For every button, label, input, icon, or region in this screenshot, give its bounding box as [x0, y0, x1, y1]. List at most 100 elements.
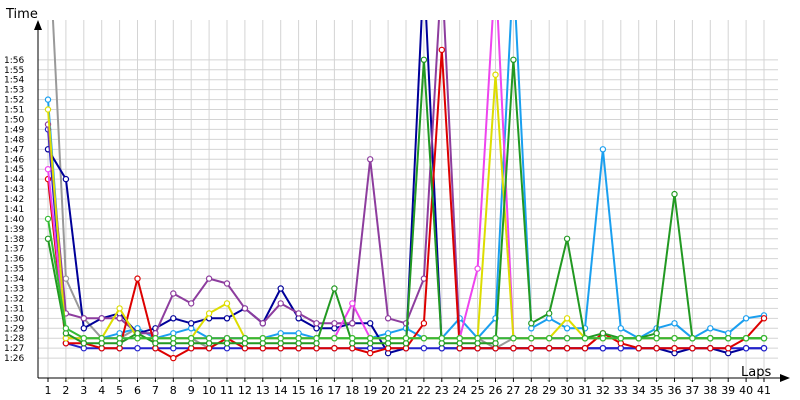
data-point	[707, 345, 714, 352]
data-point	[581, 335, 589, 342]
data-point	[80, 335, 88, 342]
x-tick-label: 3	[80, 384, 87, 397]
data-point	[80, 315, 88, 322]
data-point	[331, 345, 338, 352]
data-point	[116, 335, 123, 342]
data-point	[277, 335, 284, 342]
data-point	[402, 335, 410, 342]
y-tick-label: 1:55	[4, 66, 24, 76]
y-tick-label: 1:38	[4, 235, 24, 245]
x-tick-label: 18	[345, 384, 359, 397]
data-point	[689, 345, 696, 352]
y-tick-label: 1:53	[4, 86, 24, 96]
data-point	[187, 335, 195, 342]
axes	[34, 20, 790, 382]
y-tick-label: 1:45	[4, 165, 24, 175]
y-tick-label: 1:50	[4, 115, 24, 125]
data-point	[420, 345, 428, 352]
data-point	[170, 290, 177, 297]
y-tick-label: 1:54	[4, 76, 24, 86]
x-tick-label: 7	[152, 384, 159, 397]
data-point	[689, 335, 696, 342]
x-tick-label: 10	[202, 384, 216, 397]
data-point	[44, 235, 52, 242]
data-point	[492, 71, 499, 78]
y-axis-title: Time	[5, 7, 38, 22]
data-point	[492, 335, 499, 342]
x-tick-label: 36	[668, 384, 682, 397]
data-point	[420, 56, 428, 64]
data-point	[510, 335, 517, 342]
data-point	[259, 320, 266, 327]
y-tick-label: 1:43	[4, 185, 24, 195]
y-tick-label: 1:51	[4, 106, 24, 116]
data-point	[474, 335, 481, 342]
data-point	[44, 165, 52, 173]
data-point	[563, 335, 571, 342]
y-tick-label: 1:28	[4, 334, 24, 344]
x-tick-label: 29	[542, 384, 556, 397]
data-point	[742, 335, 750, 342]
x-tick-label: 8	[170, 384, 177, 397]
y-tick-label: 1:30	[4, 314, 24, 324]
data-point	[707, 335, 714, 342]
x-axis-arrow	[780, 374, 790, 382]
y-tick-label: 1:31	[4, 304, 24, 314]
data-point	[653, 345, 660, 352]
data-point	[653, 335, 660, 342]
data-point	[367, 335, 374, 342]
x-tick-label: 17	[327, 384, 341, 397]
data-point	[563, 315, 571, 322]
data-point	[528, 320, 535, 327]
x-tick-label: 27	[506, 384, 520, 397]
x-tick-label: 4	[98, 384, 105, 397]
data-point	[725, 345, 732, 352]
y-tick-label: 1:37	[4, 245, 24, 255]
data-point	[581, 345, 589, 352]
y-tick-label: 1:33	[4, 285, 24, 295]
data-point	[599, 335, 607, 342]
y-tick-label: 1:48	[4, 135, 24, 145]
y-tick-label: 1:56	[4, 56, 24, 66]
y-tick-label: 1:29	[4, 324, 24, 334]
x-tick-label: 39	[721, 384, 735, 397]
y-tick-label: 1:41	[4, 205, 24, 215]
x-tick-label: 38	[703, 384, 717, 397]
data-point	[671, 320, 678, 327]
data-point	[367, 349, 374, 357]
data-point	[241, 335, 249, 342]
y-tick-label: 1:42	[4, 195, 24, 205]
data-point	[599, 345, 607, 352]
y-tick-label: 1:46	[4, 155, 24, 165]
y-tick-label: 1:40	[4, 215, 24, 225]
data-point	[438, 46, 445, 54]
data-point	[420, 335, 428, 342]
series-lines	[44, 20, 768, 362]
y-tick-label: 1:44	[4, 175, 24, 185]
data-point	[223, 335, 231, 342]
data-point	[62, 175, 70, 183]
data-point	[546, 335, 553, 342]
data-point	[599, 146, 607, 153]
x-tick-label: 5	[116, 384, 123, 397]
data-point	[725, 335, 732, 342]
data-point	[760, 335, 768, 342]
x-tick-label: 20	[381, 384, 395, 397]
y-tick-label: 1:35	[4, 265, 24, 275]
data-point	[152, 335, 159, 342]
data-point	[80, 325, 88, 332]
data-point	[295, 310, 302, 317]
y-tick-label: 1:32	[4, 294, 24, 304]
data-point	[277, 300, 284, 307]
x-tick-label: 14	[274, 384, 288, 397]
data-point	[384, 315, 392, 322]
data-point	[510, 345, 517, 352]
data-point	[742, 315, 750, 322]
x-axis-title: Laps	[741, 365, 771, 380]
data-point	[671, 190, 678, 198]
x-tick-label: 23	[435, 384, 449, 397]
data-point	[313, 335, 320, 342]
data-point	[563, 235, 571, 242]
data-point	[98, 335, 105, 342]
